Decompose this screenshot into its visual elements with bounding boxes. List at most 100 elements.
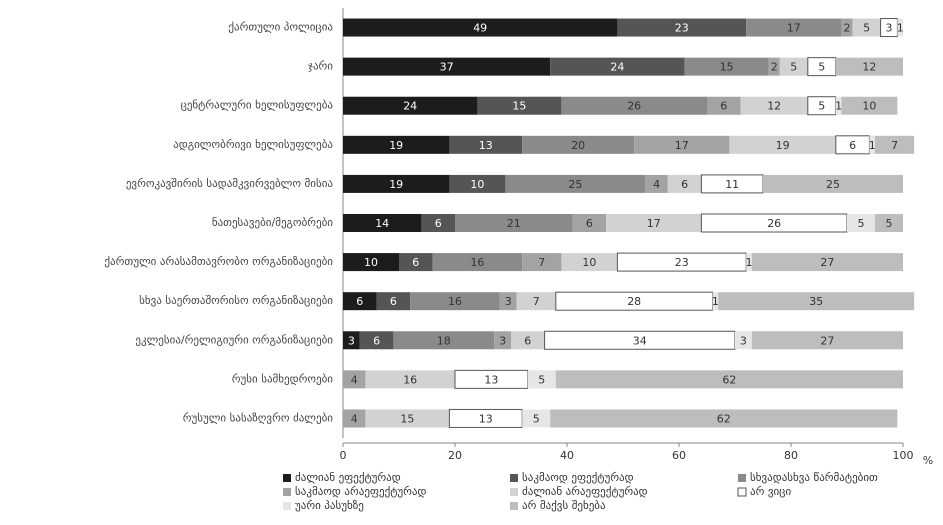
- bar-segment: [561, 96, 707, 115]
- bar-segment: [875, 214, 903, 232]
- x-axis-label: %: [923, 454, 933, 467]
- data-label: 28: [627, 295, 641, 308]
- bar-segment: [746, 18, 842, 37]
- bar-segment: [449, 174, 506, 193]
- data-label: 3: [499, 334, 506, 347]
- category-label: ცენტრალური ხელისუფლება: [181, 99, 334, 112]
- data-label: 2: [771, 61, 778, 74]
- data-label: 23: [675, 256, 689, 269]
- data-label: 6: [681, 178, 688, 191]
- bar-segment: [684, 57, 769, 76]
- data-label: 19: [389, 139, 403, 152]
- data-label: 6: [390, 295, 397, 308]
- legend-label: უარი პასუხზე: [295, 499, 364, 512]
- x-tick-label: 40: [560, 449, 574, 462]
- legend-swatch: [510, 488, 518, 496]
- data-label: 3: [505, 295, 512, 308]
- data-label: 18: [437, 334, 451, 347]
- category-label: რუსი სამხედროები: [232, 372, 334, 385]
- bar-segment: [572, 214, 607, 232]
- legend-label: ძალიან არაეფექტურად: [522, 485, 648, 498]
- data-label: 19: [389, 178, 403, 191]
- bar-segment: [880, 18, 898, 38]
- data-label: 7: [538, 256, 545, 269]
- category-label: სხვა საერთაშორისო ორგანიზაციები: [139, 294, 333, 307]
- bar-segment: [869, 135, 875, 154]
- data-label: 3: [348, 334, 355, 347]
- bar-segment: [393, 331, 495, 350]
- bar-segment: [343, 370, 366, 389]
- bar-segment: [343, 331, 360, 350]
- data-label: 17: [675, 139, 689, 152]
- bar-segment: [449, 135, 523, 154]
- data-label: 35: [809, 295, 823, 308]
- data-label: 6: [435, 217, 442, 230]
- bar-segment: [645, 174, 668, 193]
- data-label: 2: [844, 22, 851, 35]
- data-label: 49: [473, 22, 487, 35]
- data-label: 10: [470, 178, 484, 191]
- bar-segment: [343, 214, 422, 232]
- legend-label: სხვადასხვა წარმატებით: [750, 471, 878, 484]
- x-tick-label: 20: [448, 449, 462, 462]
- data-label: 5: [863, 22, 870, 35]
- bar-segment: [617, 18, 747, 37]
- x-tick-label: 100: [893, 449, 914, 462]
- bar-segment: [343, 292, 377, 311]
- data-label: 4: [351, 373, 358, 386]
- data-label: 1: [835, 100, 842, 113]
- data-label: 6: [586, 217, 593, 230]
- bar-segment: [511, 331, 545, 350]
- legend-label: არ მაქვს შეხება: [522, 499, 606, 512]
- bar-segment: [847, 214, 875, 232]
- bar-segment: [735, 331, 752, 350]
- data-label: 10: [364, 256, 378, 269]
- bar-segment: [835, 57, 903, 76]
- legend-label: საკმაოდ არაეფექტურად: [295, 485, 427, 498]
- bar-segment: [399, 253, 433, 272]
- data-label: 24: [403, 100, 417, 113]
- bar-segment: [751, 253, 903, 272]
- bar-segment: [897, 18, 903, 37]
- data-label: 15: [400, 412, 414, 425]
- data-label: 23: [675, 22, 689, 35]
- category-label: რუსული სასაზღვრო ძალები: [183, 411, 334, 424]
- data-label: 13: [479, 139, 493, 152]
- data-label: 10: [582, 256, 596, 269]
- data-label: 1: [897, 22, 904, 35]
- legend-swatch: [510, 502, 518, 510]
- data-label: 5: [538, 373, 545, 386]
- bar-segment: [550, 57, 685, 76]
- data-label: 5: [790, 61, 797, 74]
- data-label: 16: [403, 373, 417, 386]
- data-label: 17: [647, 217, 661, 230]
- legend-label: არ ვიცი: [750, 485, 791, 498]
- data-label: 6: [412, 256, 419, 269]
- bar-segment: [376, 292, 411, 311]
- data-label: 6: [373, 334, 380, 347]
- category-label: ადგილობრივი ხელისუფლება: [173, 138, 333, 151]
- data-label: 15: [512, 100, 526, 113]
- data-label: 5: [533, 412, 540, 425]
- data-label: 6: [849, 139, 856, 152]
- x-tick-label: 80: [784, 449, 798, 462]
- data-label: 62: [717, 412, 731, 425]
- data-label: 14: [375, 217, 389, 230]
- bar-segment: [712, 292, 719, 311]
- bar-segment: [522, 409, 551, 428]
- bar-segment: [779, 57, 808, 76]
- data-label: 34: [633, 334, 647, 347]
- legend-swatch: [283, 502, 291, 510]
- data-label: 4: [351, 412, 358, 425]
- bar-segment: [667, 174, 702, 193]
- data-label: 62: [722, 373, 736, 386]
- data-label: 6: [356, 295, 363, 308]
- bar-segment: [751, 331, 903, 350]
- bar-segment: [729, 135, 836, 154]
- bar-segment: [527, 370, 556, 389]
- bar-segment: [359, 331, 394, 350]
- data-label: 1: [869, 139, 876, 152]
- data-label: 5: [886, 217, 893, 230]
- data-label: 1: [746, 256, 753, 269]
